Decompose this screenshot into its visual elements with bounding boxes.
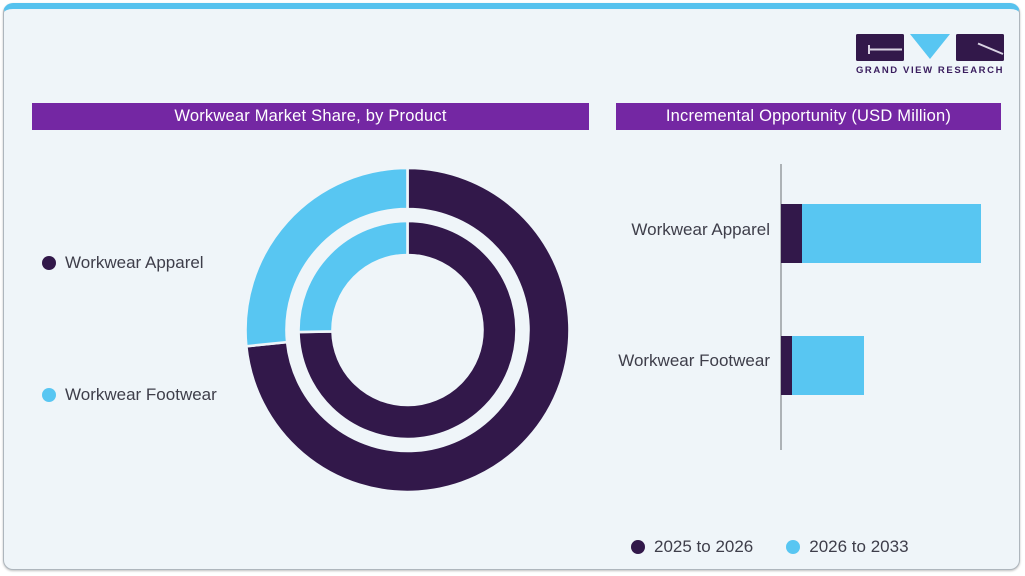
donut-outer-segment-0: [244, 166, 571, 494]
legend-dot-2025-2026: [631, 540, 645, 554]
donut-chart: [244, 166, 571, 494]
logo-v-triangle: [910, 34, 950, 59]
bar-segment-2026-2033: [802, 204, 981, 263]
legend-dot-footwear: [42, 388, 56, 402]
donut-outer-segment-1: [244, 166, 409, 348]
bar-chart-legend: 2025 to 2026 2026 to 2033: [631, 537, 909, 557]
bar-workwear-apparel: [781, 204, 981, 263]
legend-label-apparel: Workwear Apparel: [65, 253, 204, 272]
card: GRAND VIEW RESEARCH Workwear Market Shar…: [3, 3, 1020, 570]
legend-label-2025-2026: 2025 to 2026: [654, 537, 754, 556]
legend-item-workwear-footwear: Workwear Footwear: [42, 385, 217, 405]
gvr-logo: GRAND VIEW RESEARCH: [845, 34, 1015, 76]
donut-chart-title: Workwear Market Share, by Product: [32, 103, 589, 130]
legend-item-2026-2033: 2026 to 2033: [786, 537, 909, 557]
brand-name: GRAND VIEW RESEARCH: [855, 65, 1005, 76]
bar-segment-2025-2026: [781, 336, 792, 395]
bar-workwear-footwear: [781, 336, 864, 395]
logo-g-block: [856, 34, 904, 61]
bar-chart-axis: [780, 164, 782, 450]
bar-category-label-footwear: Workwear Footwear: [618, 351, 770, 370]
donut-inner-segment-1: [297, 219, 409, 334]
bar-segment-2026-2033: [792, 336, 864, 395]
bar-category-label-apparel: Workwear Apparel: [631, 220, 770, 239]
legend-dot-apparel: [42, 256, 56, 270]
logo-g-glyph: [868, 45, 902, 54]
legend-item-workwear-apparel: Workwear Apparel: [42, 253, 204, 273]
donut-inner-segment-0: [297, 219, 518, 441]
bar-segment-2025-2026: [781, 204, 802, 263]
legend-dot-2026-2033: [786, 540, 801, 554]
legend-label-2026-2033: 2026 to 2033: [809, 537, 909, 556]
bar-chart-title: Incremental Opportunity (USD Million): [616, 103, 1001, 130]
logo-r-block: [956, 34, 1004, 61]
legend-item-2025-2026: 2025 to 2026: [631, 537, 753, 557]
logo-r-glyph: [977, 42, 1004, 55]
gvr-logo-mark: [856, 34, 1004, 61]
legend-label-footwear: Workwear Footwear: [65, 385, 217, 404]
